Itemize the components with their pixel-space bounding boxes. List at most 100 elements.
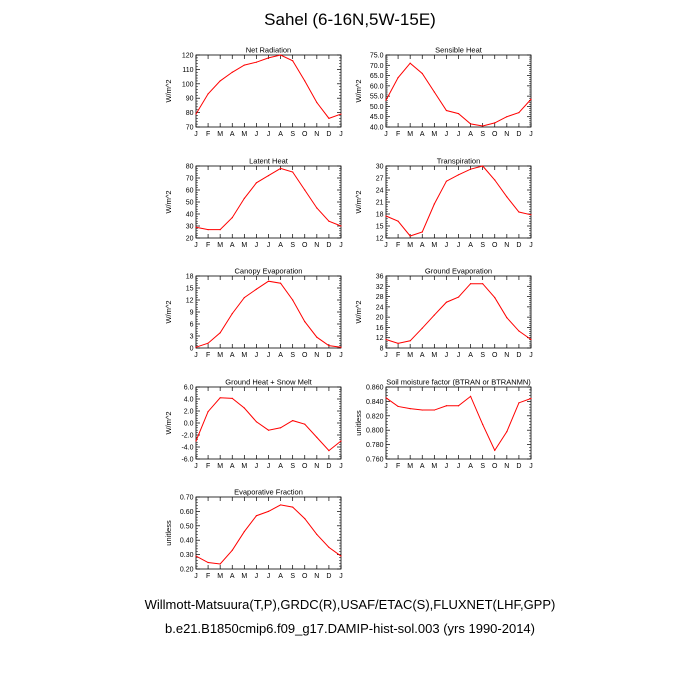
- data-point: [445, 405, 448, 407]
- data-point: [340, 113, 342, 115]
- data-point: [340, 346, 342, 348]
- data-point: [316, 436, 318, 438]
- x-tick-label: N: [314, 463, 319, 470]
- x-tick-label: S: [290, 463, 295, 470]
- data-point: [255, 421, 258, 423]
- x-tick-label: A: [278, 463, 283, 470]
- data-point: [195, 113, 197, 115]
- x-tick-label: M: [431, 463, 437, 470]
- data-point: [231, 71, 233, 73]
- panel-1: Sensible Heat W/m^2 40.0 45.0 50.0 55.0 60.0 65…: [354, 46, 533, 139]
- y-tick-label: 4.0: [184, 397, 194, 404]
- data-point: [328, 117, 330, 119]
- y-tick-label: 45.0: [370, 114, 384, 121]
- data-point: [267, 429, 270, 431]
- data-point: [433, 203, 435, 205]
- data-point: [255, 182, 258, 184]
- data-point: [292, 171, 294, 173]
- y-tick-label: 50.0: [370, 104, 384, 111]
- x-tick-label: M: [217, 463, 223, 470]
- data-point: [304, 518, 306, 520]
- x-tick-label: M: [241, 573, 247, 580]
- x-tick-label: J: [445, 131, 449, 138]
- panel-title: Transpiration: [437, 157, 481, 166]
- x-tick-label: S: [290, 573, 295, 580]
- panel-6: Ground Heat + Snow Melt W/m^2 -6.0 -4.0 -2.0…: [164, 378, 343, 471]
- data-point: [421, 231, 423, 233]
- y-tick-label: 15: [186, 286, 194, 293]
- x-tick-label: M: [241, 352, 247, 359]
- data-point: [195, 226, 197, 228]
- x-tick-label: J: [194, 242, 198, 249]
- x-tick-label: N: [504, 352, 509, 359]
- data-point: [421, 72, 423, 75]
- data-point: [409, 62, 411, 64]
- y-tick-label: 70: [186, 176, 194, 183]
- x-tick-label: A: [420, 463, 425, 470]
- y-tick-label: 0.780: [366, 442, 384, 449]
- data-point: [445, 109, 448, 112]
- plot-frame: [195, 386, 342, 460]
- panel-5: Ground Evaporation W/m^2 8 12 16 20 24 28 32 36 J F…: [354, 267, 533, 360]
- x-tick-label: J: [529, 352, 533, 359]
- data-point: [219, 397, 221, 399]
- y-tick-label: 70: [186, 125, 194, 132]
- x-tick-label: J: [529, 463, 533, 470]
- x-tick-label: M: [431, 131, 437, 138]
- y-tick-label: 0.30: [180, 552, 194, 559]
- data-point: [304, 423, 306, 425]
- data-point: [340, 225, 342, 227]
- x-tick-label: J: [529, 131, 533, 138]
- x-tick-label: M: [241, 131, 247, 138]
- y-tick-label: 0.0: [184, 421, 194, 428]
- data-point: [292, 420, 294, 422]
- y-tick-label: 65.0: [370, 73, 384, 80]
- series-line: [385, 62, 532, 127]
- x-tick-label: D: [326, 131, 331, 138]
- y-tick-label: 6.0: [184, 385, 194, 392]
- data-point: [292, 506, 294, 508]
- x-tick-label: A: [230, 131, 235, 138]
- x-tick-label: N: [314, 573, 319, 580]
- x-tick-label: M: [407, 463, 413, 470]
- x-tick-label: F: [396, 463, 400, 470]
- x-tick-label: N: [314, 352, 319, 359]
- x-tick-label: M: [407, 131, 413, 138]
- y-tick-label: 12: [186, 298, 194, 305]
- x-tick-label: A: [230, 242, 235, 249]
- case-name-caption: b.e21.B1850cmip6.f09_g17.DAMIP-hist-sol.…: [165, 621, 535, 636]
- y-axis-label: W/m^2: [354, 300, 363, 323]
- data-point: [207, 342, 209, 344]
- x-tick-label: F: [396, 131, 400, 138]
- x-tick-label: J: [255, 573, 259, 580]
- data-point: [219, 563, 221, 565]
- x-tick-label: O: [302, 131, 308, 138]
- x-tick-label: J: [194, 131, 198, 138]
- x-tick-label: F: [206, 352, 210, 359]
- panel-8: Evaporative Fraction unitless 0.20 0.30 0.40…: [164, 488, 343, 581]
- data-point: [328, 450, 330, 452]
- y-tick-label: 0.40: [180, 538, 194, 545]
- x-tick-label: M: [407, 242, 413, 249]
- plot-frame: [195, 165, 342, 239]
- data-point: [316, 207, 318, 209]
- x-tick-label: F: [206, 463, 210, 470]
- data-point: [421, 409, 423, 411]
- x-tick-label: J: [384, 242, 388, 249]
- data-point: [207, 561, 209, 564]
- x-tick-label: J: [255, 131, 259, 138]
- data-point: [195, 346, 197, 348]
- data-point: [279, 282, 282, 284]
- y-tick-label: 0: [190, 346, 194, 353]
- data-point: [494, 297, 496, 299]
- x-tick-label: M: [407, 352, 413, 359]
- data-point: [292, 299, 294, 301]
- data-point: [482, 165, 484, 167]
- data-point: [207, 411, 209, 413]
- data-point: [231, 217, 233, 219]
- data-point: [494, 449, 496, 451]
- x-tick-label: J: [339, 463, 343, 470]
- x-tick-label: A: [278, 352, 283, 359]
- y-tick-label: 40: [186, 212, 194, 219]
